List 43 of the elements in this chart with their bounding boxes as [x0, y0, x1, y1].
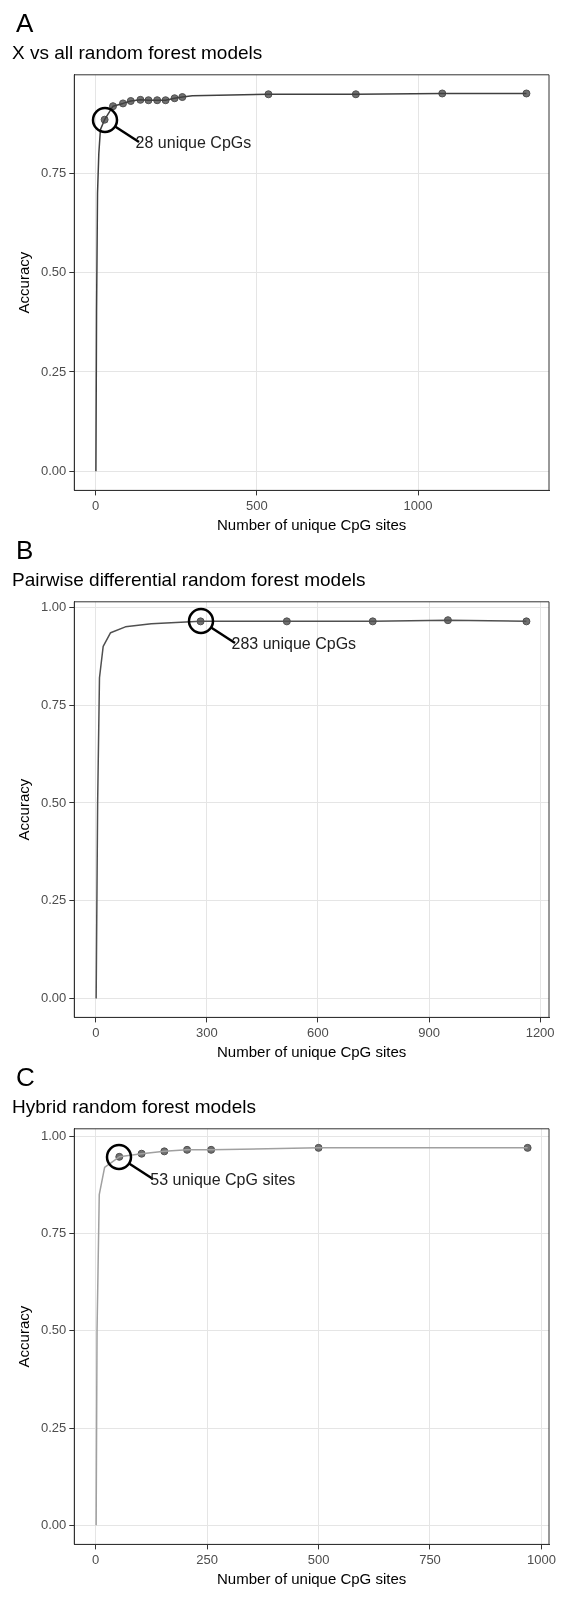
x-tick-label: 600: [307, 1024, 329, 1040]
y-axis-title: Accuracy: [15, 1305, 33, 1368]
x-axis-title: Number of unique CpG sites: [217, 1043, 407, 1061]
x-tick-label: 900: [418, 1024, 440, 1040]
y-tick-label: 1.00: [40, 1127, 67, 1143]
x-axis-title: Number of unique CpG sites: [217, 516, 407, 534]
x-tick-label: 500: [245, 497, 268, 513]
x-tick-label: 250: [196, 1551, 218, 1567]
x-tick-label: 0: [92, 1024, 100, 1040]
y-tick-label: 0.50: [40, 794, 67, 810]
text: C: [16, 1062, 35, 1093]
x-tick-label: 1000: [526, 1551, 556, 1567]
y-tick-label: 0.75: [40, 696, 67, 712]
x-tick-label: 1200: [525, 1024, 555, 1040]
y-tick-label: 0.00: [40, 1516, 67, 1532]
y-axis-title: Accuracy: [15, 251, 33, 314]
y-tick-label: 0.50: [40, 1322, 67, 1338]
chart-title: Pairwise differential random forest models: [12, 568, 366, 590]
chart-title: Hybrid random forest models: [12, 1095, 256, 1117]
x-tick-label: 500: [307, 1551, 330, 1567]
y-tick-label: 0.25: [40, 892, 67, 908]
chart-title: X vs all random forest models: [12, 41, 263, 63]
point: [522, 89, 531, 98]
x-axis-title: Number of unique CpG sites: [217, 1570, 407, 1588]
x-tick-label: 0: [91, 497, 100, 513]
annotation: 283 unique CpGs: [231, 635, 357, 654]
x-tick-label: 300: [196, 1024, 218, 1040]
y-tick-label: 0.00: [40, 462, 67, 478]
annotation: 53 unique CpG sites: [150, 1170, 296, 1189]
x-tick-label: 750: [419, 1551, 441, 1567]
y-tick-label: 0.00: [40, 990, 67, 1006]
y-tick-label: 1.00: [40, 598, 67, 614]
annotation: 28 unique CpGs: [135, 133, 252, 152]
y-tick-label: 0.25: [40, 1419, 67, 1435]
y-tick-label: 0.50: [40, 264, 67, 280]
y-tick-label: 0.75: [40, 1225, 67, 1241]
y-tick-label: 0.25: [40, 363, 67, 379]
text: B: [16, 535, 34, 566]
text: A: [16, 8, 34, 39]
y-axis-title: Accuracy: [15, 778, 33, 841]
x-tick-label: 0: [92, 1551, 100, 1567]
x-tick-label: 1000: [403, 497, 433, 513]
y-tick-label: 0.75: [40, 164, 67, 180]
